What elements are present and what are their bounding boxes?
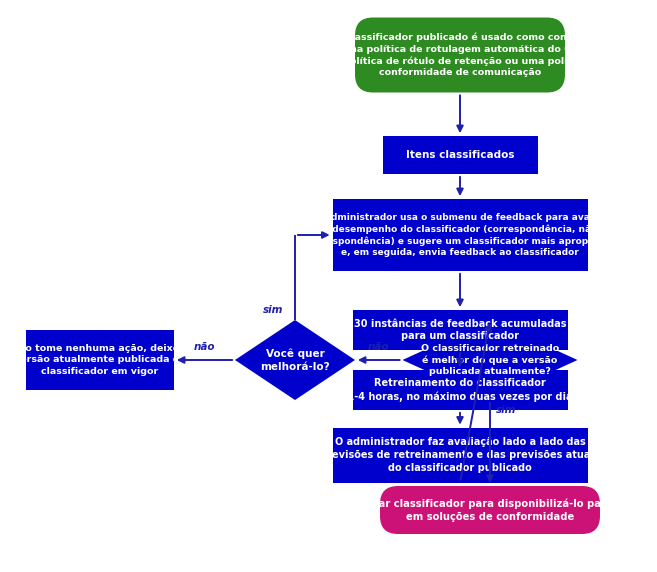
Bar	[353, 370, 568, 410]
Text: sim: sim	[263, 305, 283, 315]
FancyBboxPatch shape	[380, 486, 600, 534]
Polygon shape	[403, 320, 578, 400]
Text: Publicar classificador para disponibilizá-lo para uso
em soluções de conformidad: Publicar classificador para disponibiliz…	[344, 498, 636, 522]
Text: 30 instâncias de feedback acumuladas
para um classificador: 30 instâncias de feedback acumuladas par…	[353, 319, 566, 341]
Bar	[382, 136, 537, 174]
Text: Itens classificados: Itens classificados	[406, 150, 514, 160]
Text: O administrador faz avaliação lado a lado das
previsões de retreinamento e das p: O administrador faz avaliação lado a lad…	[320, 437, 600, 473]
Text: sim: sim	[496, 405, 516, 415]
Text: não: não	[194, 342, 215, 352]
Bar	[332, 427, 587, 483]
Bar	[26, 330, 174, 390]
Text: Você quer
melhorá-lo?: Você quer melhorá-lo?	[260, 348, 330, 372]
Bar	[353, 310, 568, 350]
Polygon shape	[235, 320, 355, 400]
Text: Não tome nenhuma ação, deixe a
versão atualmente publicada do
classificador em v: Não tome nenhuma ação, deixe a versão at…	[11, 344, 189, 376]
Text: O administrador usa o submenu de feedback para avaliar
o desempenho do classific: O administrador usa o submenu de feedbac…	[306, 213, 614, 257]
FancyBboxPatch shape	[355, 18, 565, 93]
Text: não: não	[368, 342, 390, 352]
Text: Um classificador publicado é usado como condição
em uma política de rotulagem au: Um classificador publicado é usado como …	[317, 33, 603, 77]
Bar	[332, 199, 587, 271]
Text: Retreinamento do classificador
(1-4 horas, no máximo duas vezes por dia): Retreinamento do classificador (1-4 hora…	[343, 378, 577, 402]
Text: O classificador retreinado
é melhor do que a versão
publicada atualmente?: O classificador retreinado é melhor do q…	[421, 344, 559, 376]
